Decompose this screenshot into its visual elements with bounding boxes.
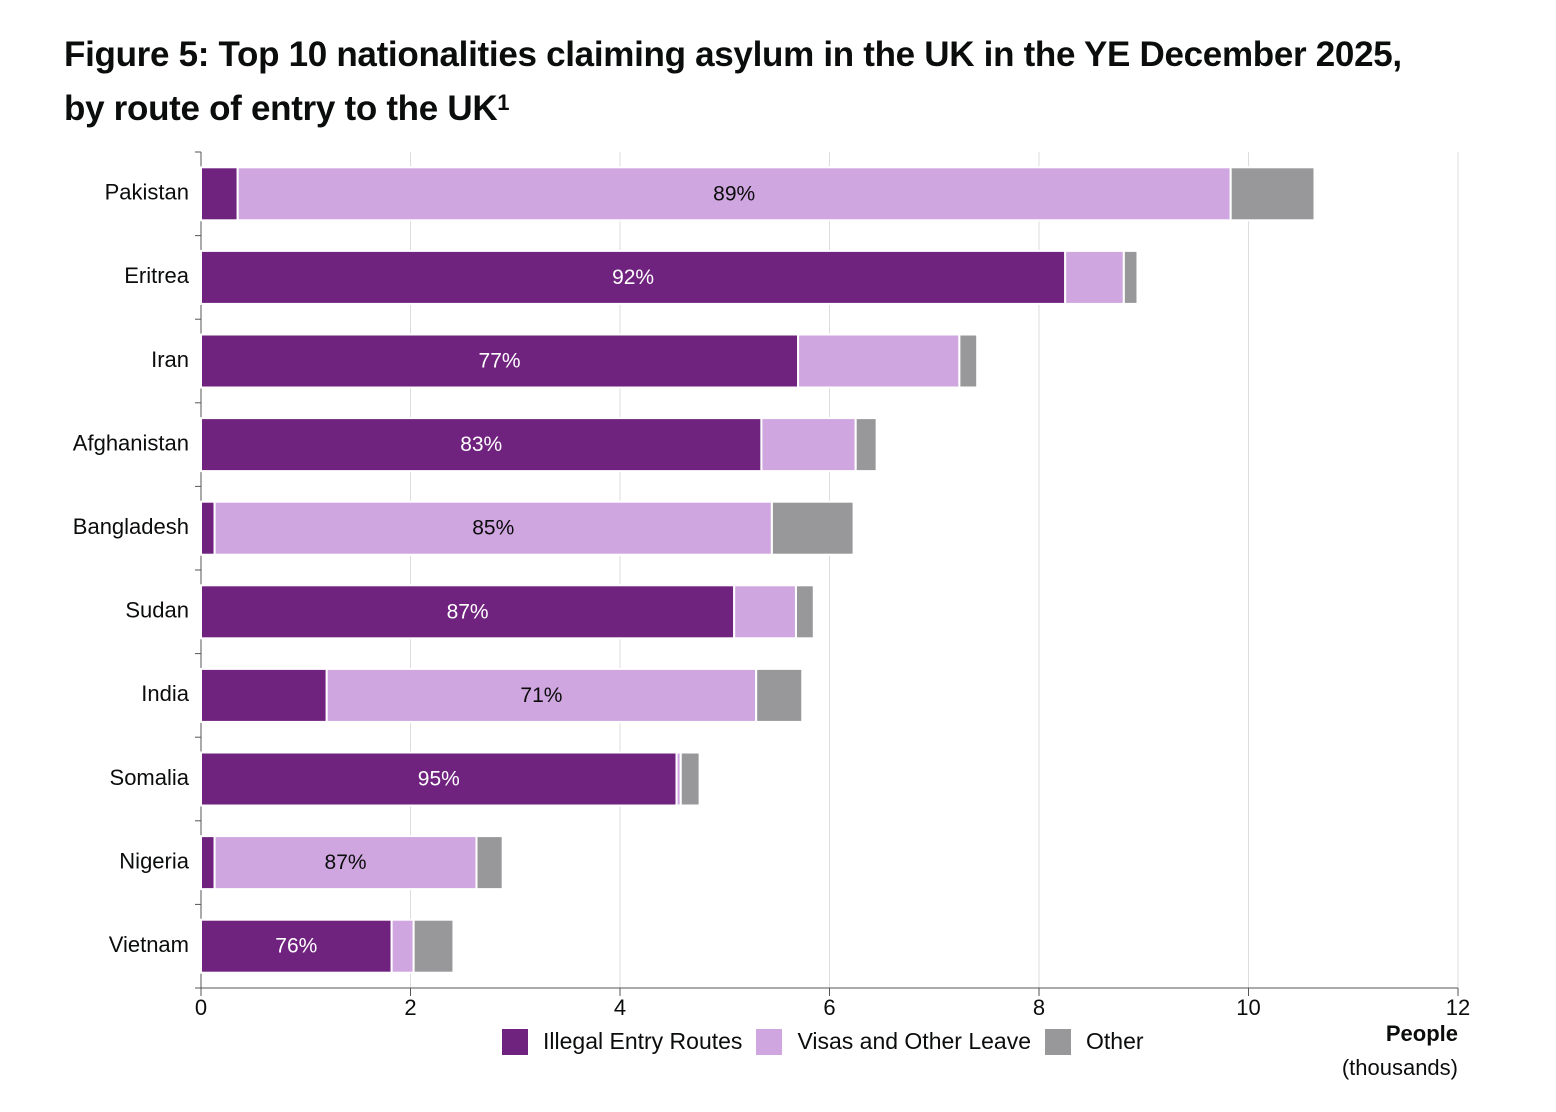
bar-segment bbox=[679, 751, 701, 807]
bar-segment bbox=[475, 835, 504, 891]
x-tick-label: 10 bbox=[1236, 995, 1260, 1020]
x-tick-label: 6 bbox=[823, 995, 835, 1020]
y-tick-label: Afghanistan bbox=[73, 430, 189, 455]
bar-segment bbox=[794, 584, 815, 640]
bar-segment bbox=[213, 500, 773, 556]
bar-segment bbox=[200, 667, 328, 723]
bar-segment bbox=[854, 417, 878, 473]
bar-segment bbox=[797, 333, 961, 389]
bar-label: 85% bbox=[472, 517, 514, 540]
chart-title: Figure 5: Top 10 nationalities claiming … bbox=[64, 28, 1402, 136]
bar-label: 87% bbox=[447, 600, 489, 623]
bar-segment bbox=[958, 333, 979, 389]
bar-segment bbox=[1064, 249, 1125, 305]
bar-segment bbox=[200, 835, 216, 891]
bar-label: 87% bbox=[325, 851, 367, 874]
x-tick-label: 8 bbox=[1033, 995, 1045, 1020]
y-tick-label: India bbox=[141, 681, 189, 706]
bar-segment bbox=[200, 584, 736, 640]
legend-item: Visas and Other Leave bbox=[756, 1028, 1031, 1055]
bar-segment bbox=[412, 918, 455, 974]
bar-segment bbox=[390, 918, 415, 974]
x-tick-label: 2 bbox=[404, 995, 416, 1020]
bar-segment bbox=[200, 751, 678, 807]
y-tick-label: Bangladesh bbox=[73, 514, 189, 539]
x-tick-label: 4 bbox=[614, 995, 626, 1020]
bar-segment bbox=[755, 667, 804, 723]
bar-segment bbox=[200, 918, 393, 974]
bar-label: 83% bbox=[460, 433, 502, 456]
bar-segment bbox=[760, 417, 857, 473]
legend-swatch bbox=[502, 1028, 528, 1055]
title-line: Figure 5: Top 10 nationalities claiming … bbox=[64, 35, 1402, 74]
legend-label: Illegal Entry Routes bbox=[543, 1028, 743, 1054]
x-tick-label: 0 bbox=[195, 995, 207, 1020]
bar-segment bbox=[200, 417, 763, 473]
bar-segment bbox=[1229, 166, 1316, 222]
legend: Illegal Entry Routes Visas and Other Leav… bbox=[502, 1028, 1158, 1055]
bar-segment bbox=[733, 584, 797, 640]
y-tick-label: Eritrea bbox=[124, 263, 190, 288]
y-tick-label: Iran bbox=[151, 347, 189, 372]
bar-segment bbox=[213, 835, 478, 891]
bar-label: 77% bbox=[479, 350, 521, 373]
y-tick-label: Sudan bbox=[125, 598, 189, 623]
legend-item: Illegal Entry Routes bbox=[502, 1028, 742, 1055]
legend-label: Other bbox=[1086, 1028, 1144, 1054]
x-tick-label: 12 bbox=[1446, 995, 1470, 1020]
legend-label: Visas and Other Leave bbox=[797, 1028, 1031, 1054]
bar-segment bbox=[770, 500, 855, 556]
bar-label: 71% bbox=[520, 684, 562, 707]
y-tick-label: Nigeria bbox=[119, 848, 189, 873]
bar-label: 76% bbox=[275, 935, 317, 958]
bar-segment bbox=[200, 249, 1067, 305]
y-tick-label: Pakistan bbox=[105, 180, 189, 205]
y-tick-label: Vietnam bbox=[109, 932, 189, 957]
bar-label: 89% bbox=[713, 182, 755, 205]
x-axis-label: (thousands) bbox=[1342, 1055, 1458, 1080]
bar-label: 92% bbox=[612, 266, 654, 289]
x-axis-label: People bbox=[1386, 1021, 1458, 1046]
bar-label: 95% bbox=[418, 768, 460, 791]
y-tick-label: Somalia bbox=[110, 765, 190, 790]
bar-segment bbox=[200, 500, 216, 556]
title-note: 1 bbox=[497, 90, 510, 115]
title-line: by route of entry to the UK bbox=[64, 89, 498, 128]
bar-segment bbox=[200, 166, 239, 222]
legend-swatch bbox=[1045, 1028, 1071, 1055]
bar-segment bbox=[236, 166, 1232, 222]
legend-item: Other bbox=[1045, 1028, 1144, 1055]
bar-segment bbox=[1122, 249, 1139, 305]
legend-swatch bbox=[756, 1028, 783, 1055]
